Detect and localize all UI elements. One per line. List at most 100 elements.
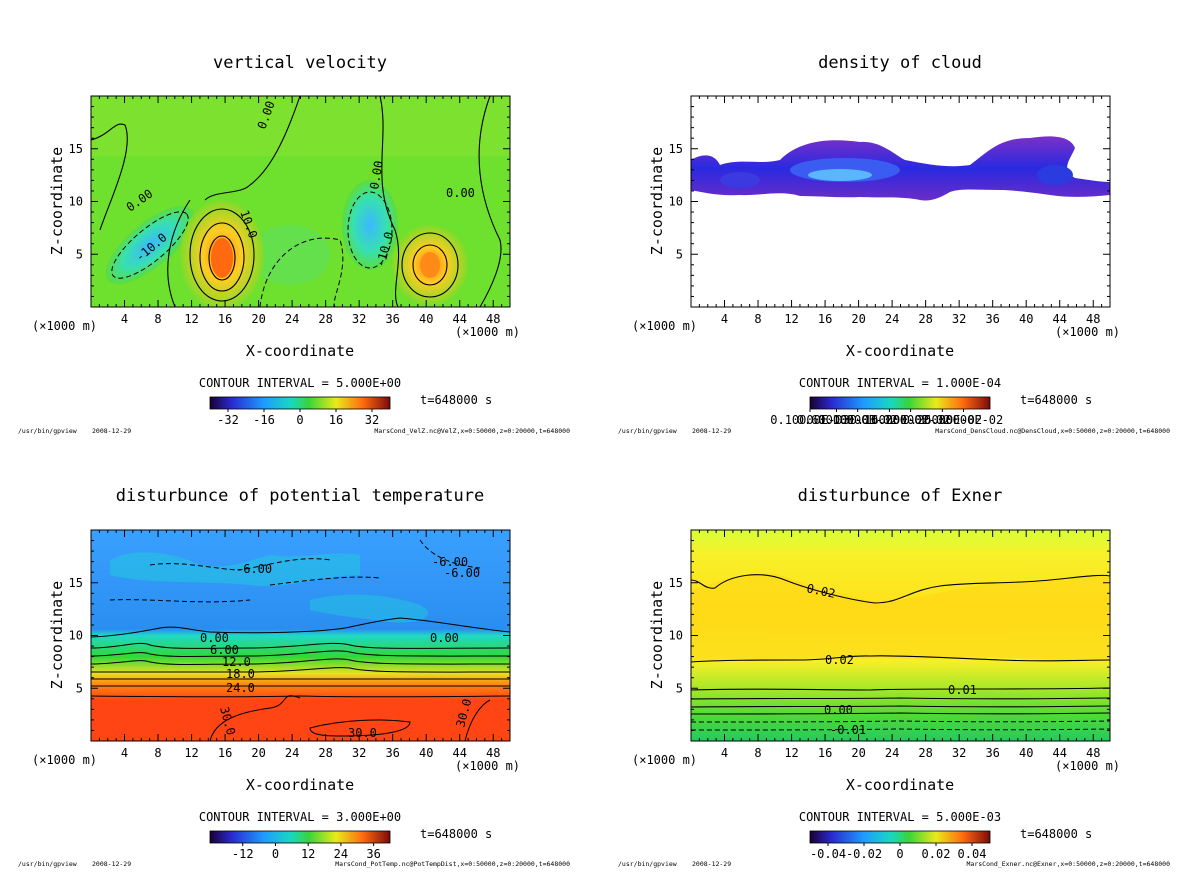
x-tick-label: 36 bbox=[985, 312, 999, 326]
x-tick-label: 48 bbox=[486, 312, 500, 326]
x-tick-label: 36 bbox=[985, 746, 999, 760]
x-tick-label: 40 bbox=[419, 312, 433, 326]
colorbar-tick-label: -32 bbox=[217, 413, 239, 427]
x-tick-label: 44 bbox=[452, 312, 466, 326]
x-unit-left: (×1000 m) bbox=[632, 753, 697, 767]
colorbar-tick-label: -12 bbox=[232, 847, 254, 861]
time-label: t=648000 s bbox=[420, 827, 492, 841]
program-label: /usr/bin/gpview bbox=[18, 427, 77, 435]
x-axis-label: X-coordinate bbox=[246, 342, 354, 360]
x-tick-label: 44 bbox=[452, 746, 466, 760]
x-tick-label: 8 bbox=[154, 746, 161, 760]
plot-area: 0.00 0.00 0.00 0.00 10.0 -10.0 -10.0 bbox=[91, 96, 510, 307]
y-tick-label: 10 bbox=[69, 195, 83, 209]
colorbar-tick-label: -16 bbox=[253, 413, 275, 427]
x-tick-label: 24 bbox=[885, 746, 899, 760]
contour-label: -6.00 bbox=[236, 562, 272, 576]
panel-vertical-velocity: vertical velocity bbox=[18, 53, 570, 435]
contour-label: 0.00 bbox=[367, 160, 386, 191]
y-tick-label: 5 bbox=[76, 247, 83, 261]
x-tick-label: 48 bbox=[486, 746, 500, 760]
colorbar-tick-label: 36 bbox=[366, 847, 380, 861]
colorbar-tick-label: 24 bbox=[334, 847, 348, 861]
x-tick-label: 8 bbox=[754, 746, 761, 760]
contour-label: -6.00 bbox=[432, 555, 468, 569]
x-tick-label: 40 bbox=[419, 746, 433, 760]
x-tick-label: 28 bbox=[918, 746, 932, 760]
colorbar-tick-label: 0.02 bbox=[922, 847, 951, 861]
panel-title: vertical velocity bbox=[213, 53, 387, 73]
plot-area bbox=[691, 96, 1110, 307]
x-tick-label: 44 bbox=[1052, 312, 1066, 326]
panel-title: disturbunce of potential temperature bbox=[116, 486, 484, 506]
colorbar-tick-label: 0.16000E-02 bbox=[850, 413, 929, 427]
contour-label: -6.00 bbox=[444, 566, 480, 580]
y-tick-label: 5 bbox=[676, 247, 683, 261]
source-label: MarsCond_DensCloud.nc@DensCloud,x=0:5000… bbox=[935, 427, 1170, 435]
program-label: /usr/bin/gpview bbox=[618, 860, 677, 868]
x-tick-label: 8 bbox=[754, 312, 761, 326]
x-unit-left: (×1000 m) bbox=[632, 319, 697, 333]
contour-interval: CONTOUR INTERVAL = 5.000E+00 bbox=[199, 376, 401, 390]
colorbar-tick-label: 0.20000E-02 bbox=[871, 413, 950, 427]
colorbar-tick-label: 0.26000E-02 bbox=[903, 413, 982, 427]
colorbar-tick-label: 12 bbox=[301, 847, 315, 861]
colorbar-ticks: -0.04 -0.02 0 0.02 0.04 bbox=[810, 843, 987, 861]
colorbar-tick-label: -0.04 bbox=[810, 847, 846, 861]
y-axis-label: Z-coordinate bbox=[48, 581, 66, 689]
x-tick-label: 16 bbox=[218, 312, 232, 326]
contour-label: -0.01 bbox=[830, 723, 866, 737]
colorbar-tick-label: 0 bbox=[296, 413, 303, 427]
x-tick-label: 24 bbox=[285, 312, 299, 326]
y-tick-label: 15 bbox=[669, 142, 683, 156]
contour-label: 0.00 bbox=[446, 186, 475, 200]
y-tick-label: 10 bbox=[69, 629, 83, 643]
y-tick-label: 15 bbox=[69, 576, 83, 590]
contour-label: 18.0 bbox=[226, 667, 255, 681]
x-tick-label: 4 bbox=[121, 312, 128, 326]
colorbar-tick-label: -0.02 bbox=[846, 847, 882, 861]
contour-label: 12.0 bbox=[222, 655, 251, 669]
x-tick-label: 16 bbox=[218, 746, 232, 760]
x-tick-label: 44 bbox=[1052, 746, 1066, 760]
x-tick-label: 28 bbox=[318, 312, 332, 326]
program-label: /usr/bin/gpview bbox=[618, 427, 677, 435]
y-axis-label: Z-coordinate bbox=[648, 581, 666, 689]
date-label: 2008-12-29 bbox=[92, 427, 131, 435]
y-axis-label: Z-coordinate bbox=[48, 147, 66, 255]
y-tick-label: 10 bbox=[669, 195, 683, 209]
y-axis-label: Z-coordinate bbox=[648, 147, 666, 255]
contour-label: 24.0 bbox=[226, 681, 255, 695]
contour-label: 0.00 bbox=[200, 631, 229, 645]
x-tick-label: 8 bbox=[154, 312, 161, 326]
panel-title: disturbunce of Exner bbox=[798, 486, 1003, 506]
colorbar bbox=[809, 830, 991, 844]
panel-exner: disturbunce of Exner 0.02 0.02 0.01 0.00… bbox=[618, 486, 1170, 868]
colorbar-tick-label: 0 bbox=[896, 847, 903, 861]
colorbar-tick-label: 0.10000E-03 bbox=[770, 413, 849, 427]
x-unit-right: (×1000 m) bbox=[455, 325, 520, 339]
x-unit-left: (×1000 m) bbox=[32, 319, 97, 333]
x-tick-label: 48 bbox=[1086, 312, 1100, 326]
contour-label: 0.01 bbox=[948, 683, 977, 697]
x-tick-label: 4 bbox=[721, 746, 728, 760]
x-tick-label: 4 bbox=[121, 746, 128, 760]
colorbar-tick-label: 0 bbox=[272, 847, 279, 861]
x-unit-right: (×1000 m) bbox=[1055, 325, 1120, 339]
x-tick-label: 36 bbox=[385, 312, 399, 326]
x-axis-label: X-coordinate bbox=[846, 342, 954, 360]
colorbar-tick-label: 0.04 bbox=[958, 847, 987, 861]
plot-area: -6.00 -6.00 -6.00 0.00 0.00 6.00 12.0 18… bbox=[91, 530, 510, 741]
x-tick-label: 32 bbox=[352, 312, 366, 326]
contour-label: 0.00 bbox=[430, 631, 459, 645]
x-unit-right: (×1000 m) bbox=[1055, 759, 1120, 773]
colorbar-ticks: -12 0 12 24 36 bbox=[232, 843, 381, 861]
x-tick-label: 12 bbox=[784, 746, 798, 760]
panel-density-of-cloud: density of cloud 4 8 12 16 20 24 28 32 36 40 44 485… bbox=[618, 53, 1170, 435]
x-tick-label: 48 bbox=[1086, 746, 1100, 760]
contour-interval: CONTOUR INTERVAL = 3.000E+00 bbox=[199, 810, 401, 824]
contour-label: 30.0 bbox=[348, 726, 377, 740]
date-label: 2008-12-29 bbox=[692, 860, 731, 868]
x-tick-label: 32 bbox=[952, 312, 966, 326]
x-tick-label: 20 bbox=[251, 312, 265, 326]
